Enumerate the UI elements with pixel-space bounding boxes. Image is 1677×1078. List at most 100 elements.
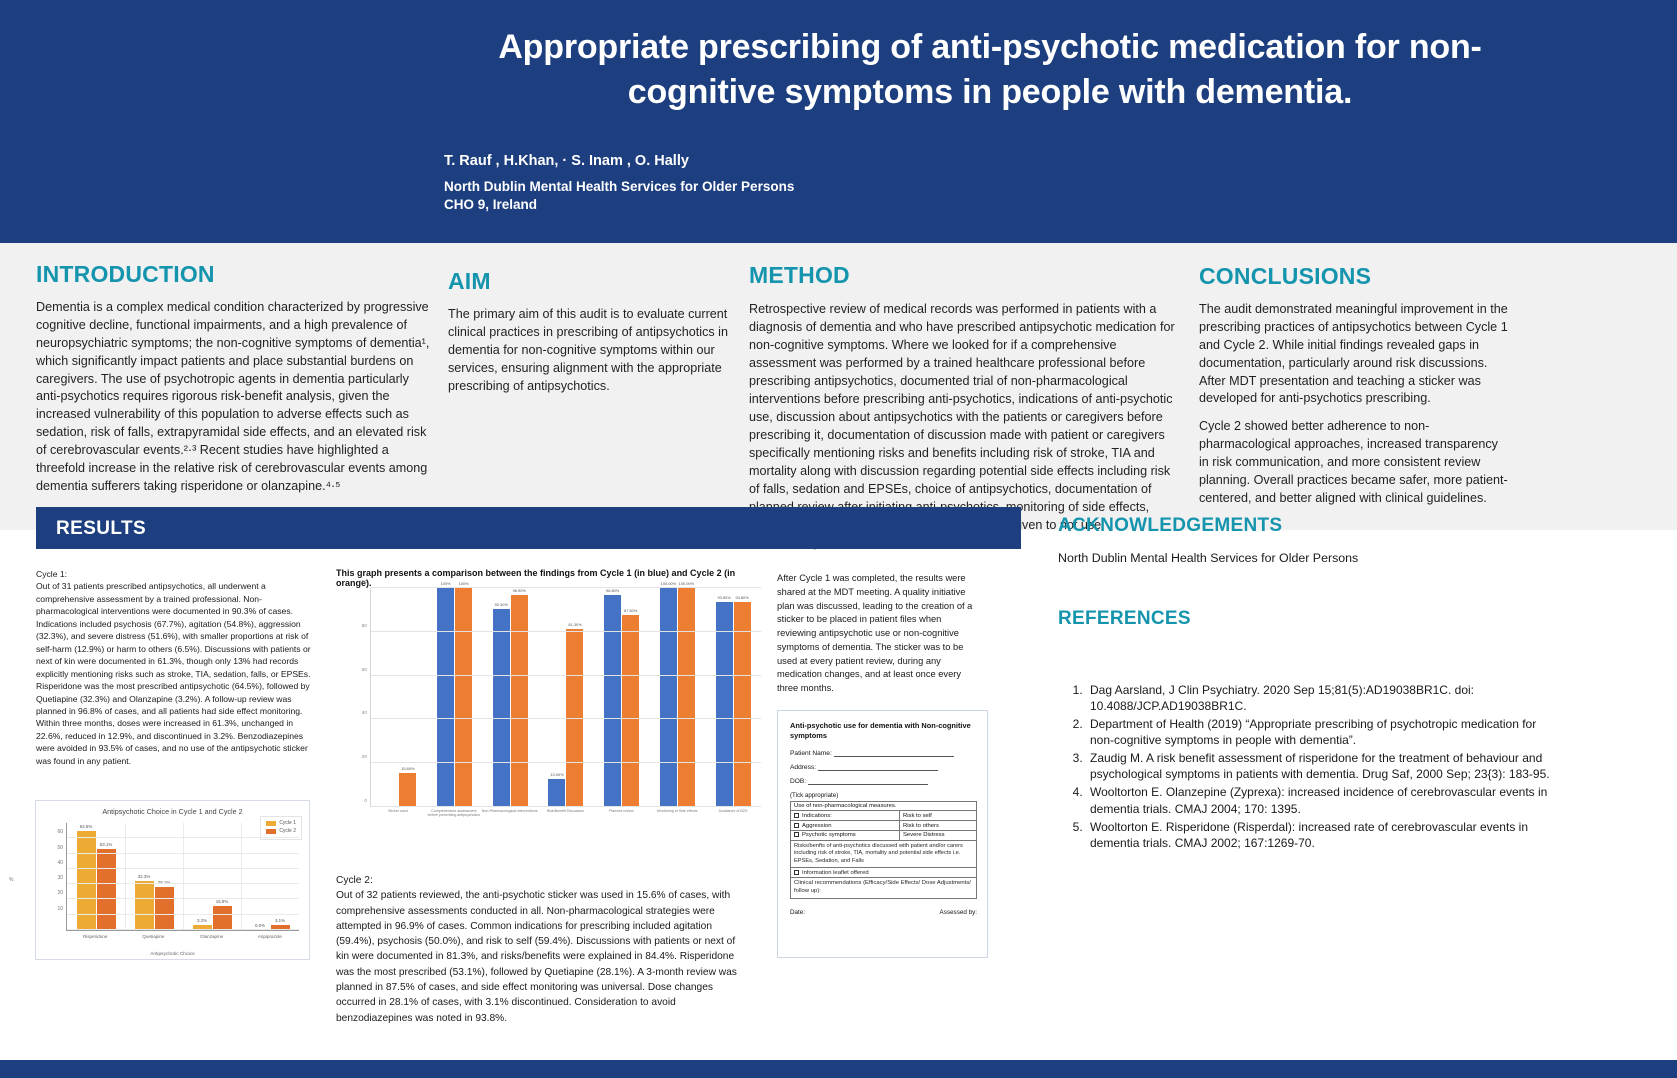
page-title: Appropriate prescribing of anti-psychoti… [498, 28, 1482, 111]
main-chart-caption: This graph presents a comparison between… [336, 568, 736, 588]
y-axis-tick-label: 10 [57, 905, 63, 912]
section-acknowledgements: ACKNOWLEDGEMENTS North Dublin Mental Hea… [1058, 515, 1528, 565]
aim-heading: AIM [448, 268, 491, 294]
patient-name-input-line[interactable] [833, 750, 954, 757]
bar-value-label: 93.80% [735, 594, 749, 600]
gridline [371, 587, 761, 588]
sticker-assessed-label: Assessed by: [939, 909, 977, 917]
antipsychotic-choice-chart: Antipsychotic Choice in Cycle 1 and Cycl… [9, 800, 310, 960]
header-content: Appropriate prescribing of anti-psychoti… [430, 25, 1550, 212]
checklist-cell-severe-distress: Severe Distress [898, 830, 978, 841]
sticker-leaflet-row[interactable]: Information leaflet offered [790, 868, 977, 879]
y-axis-tick-label: 40 [57, 859, 63, 866]
conclusions-body: The audit demonstrated meaningful improv… [1199, 301, 1509, 508]
gridline [371, 806, 761, 807]
bar-value-label: 100.00% [660, 581, 677, 586]
choice-chart-plot-area: 64.5% 53.1% 32.3% 28.1% 3.2% 15.9% 0.0% 3.1% 10… [57, 823, 299, 931]
bar-value-label: 100% [458, 581, 469, 586]
checkbox-icon[interactable] [794, 869, 799, 875]
dob-input-line[interactable] [807, 778, 928, 785]
bar-value-label: 81.30% [568, 621, 582, 627]
address-input-line[interactable] [817, 764, 938, 771]
checklist-cell-aggression[interactable]: Aggression [790, 820, 900, 831]
bar-group: 64.5% 53.1% [76, 823, 116, 930]
cycle2-text-block: Cycle 2: Out of 32 patients reviewed, th… [336, 873, 748, 1026]
conclusions-paragraph-1: The audit demonstrated meaningful improv… [1199, 302, 1508, 406]
checkbox-icon[interactable] [794, 832, 799, 838]
cycle1-text-block: Cycle 1: Out of 31 patients prescribed a… [36, 568, 320, 767]
y-axis-tick-label: 60 [57, 829, 63, 836]
bar-group: 3.2% 15.9% [192, 823, 232, 930]
introduction-heading: INTRODUCTION [36, 261, 215, 287]
conclusions-paragraph-2: Cycle 2 showed better adherence to non-p… [1199, 419, 1508, 505]
bar-group: 13.00% 81.30% [548, 588, 584, 807]
aim-body: The primary aim of this audit is to eval… [448, 306, 731, 395]
x-axis-tick-label: Avoidance of BZD [718, 809, 748, 813]
sticker-checklist-table: Use of non-pharmacological measures. Ind… [790, 800, 978, 841]
bar-cycle-1: 96.80% [604, 588, 622, 807]
choice-chart-legend: Cycle 1 Cycle 2 [260, 816, 302, 840]
section-conclusions: CONCLUSIONS The audit demonstrated meani… [1199, 263, 1509, 508]
checklist-cell-psychotic[interactable]: Psychotic symptoms [790, 830, 900, 841]
sticker-inner: Anti-psychotic use for dementia with Non… [790, 721, 978, 917]
gridline [371, 674, 761, 676]
gridline-vertical [241, 823, 242, 930]
bar-cycle-2: 53.1% [96, 842, 116, 930]
x-axis-tick-label: Monitoring of Side effects [656, 809, 698, 813]
checklist-label-aggression: Aggression [802, 822, 832, 829]
legend-swatch-cycle2 [266, 828, 277, 834]
gridline [371, 762, 761, 764]
sticker-field-dob: DOB: [790, 778, 977, 785]
choice-chart-title: Antipsychotic Choice in Cycle 1 and Cycl… [102, 807, 243, 816]
main-chart-x-axis-labels: Sticker used Comprehensive assessment bef… [370, 809, 761, 849]
y-axis-tick-label: 80 [361, 623, 367, 629]
x-axis-tick-label: Olanzapine [200, 934, 224, 939]
legend-label-cycle1: Cycle 1 [279, 820, 296, 826]
checkbox-icon[interactable] [794, 822, 799, 828]
affiliation-line-2: CHO 9, Ireland [444, 196, 538, 212]
reference-item: Department of Health (2019) “Appropriate… [1086, 716, 1558, 748]
bar-group: 96.80% 87.50% [604, 588, 640, 807]
bar-cycle-1: 64.5% [76, 824, 96, 930]
gridline [371, 630, 761, 632]
bar-value-label: 3.1% [274, 918, 286, 924]
bar-group: 15.60% [381, 588, 417, 807]
after-cycle1-note: After Cycle 1 was completed, the results… [777, 573, 973, 693]
table-row: Indications: Risk to self [790, 810, 978, 822]
bar-value-label: 15.9% [215, 898, 229, 904]
checklist-label-severe-distress: Severe Distress [902, 832, 945, 839]
bar-cycle-2: 93.80% [733, 595, 751, 807]
aim-paragraph: The primary aim of this audit is to eval… [448, 307, 728, 393]
sticker-risk-note: Risks/benfts of anti-psychotics discusse… [790, 840, 977, 869]
antipsychotic-sticker-form: Anti-psychotic use for dementia with Non… [777, 710, 988, 958]
bar-value-label: 90.30% [494, 602, 508, 608]
legend-swatch-cycle1 [266, 820, 277, 826]
x-axis-tick-label: Comprehensive assessment before prescrib… [427, 809, 480, 818]
choice-chart-bars: 64.5% 53.1% 32.3% 28.1% 3.2% 15.9% 0.0% 3.1% [67, 823, 299, 930]
checklist-cell-indications[interactable]: Indications: [790, 810, 900, 822]
bar-value-label: 100% [440, 581, 451, 586]
x-axis-tick-label: Risperidone [82, 934, 108, 939]
reference-item: Zaudig M. A risk benefit assessment of r… [1086, 750, 1558, 782]
checklist-label-risk-self: Risk to self [902, 812, 932, 819]
bar-cycle-2: 15.9% [212, 899, 232, 930]
checkbox-icon[interactable] [794, 812, 799, 818]
y-axis-tick-label: 40 [361, 711, 367, 717]
results-heading: RESULTS [56, 518, 147, 539]
sticker-title: Anti-psychotic use for dementia with Non… [790, 721, 971, 740]
results-banner: RESULTS [36, 507, 1021, 549]
bar-cycle-1: 100% [437, 581, 455, 807]
choice-chart-x-axis-labels: Risperidone Quetiapine Olanzapine Aripipraz… [66, 934, 299, 946]
bar-cycle-2: 3.1% [270, 918, 290, 930]
bar-cycle-2: 15.60% [399, 766, 417, 807]
x-axis-tick-label: Non-Pharmacological interventions [481, 809, 538, 813]
references-heading: REFERENCES [1058, 608, 1191, 629]
bar-value-label: 100.00% [678, 581, 695, 586]
checklist-cell-risk-others: Risk to others [898, 820, 978, 831]
x-axis-tick-label: Sticker used [388, 809, 408, 813]
table-row: Psychotic symptoms Severe Distress [790, 830, 978, 841]
conclusions-heading: CONCLUSIONS [1199, 263, 1372, 289]
bar-cycle-1: 93.50% [715, 595, 733, 807]
bar-cycle-2: 100% [455, 581, 473, 807]
cycle2-label: Cycle 2: [336, 875, 373, 886]
